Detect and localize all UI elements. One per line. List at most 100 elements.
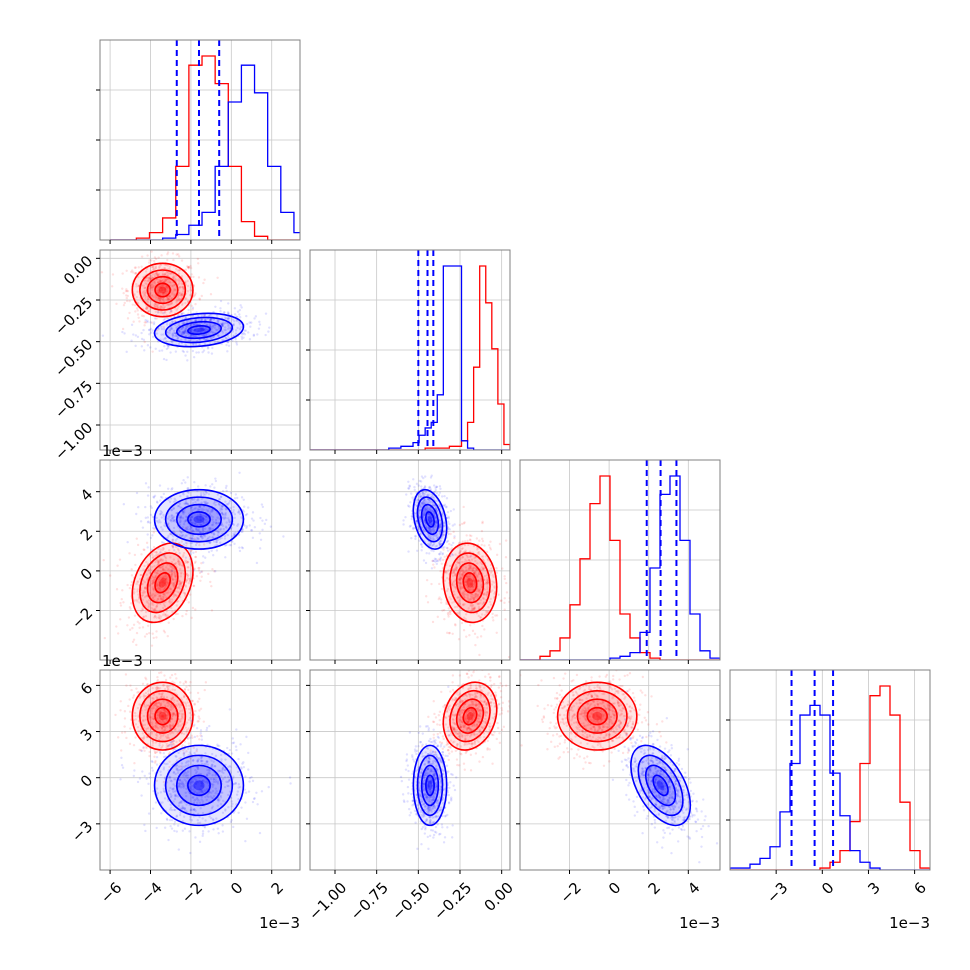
scatter-point (454, 553, 457, 556)
scatter-point (428, 521, 431, 524)
scatter-point (448, 596, 451, 599)
scatter-point (455, 566, 458, 570)
scatter-point (435, 533, 439, 537)
scatter-point (426, 508, 430, 511)
scatter-point (183, 520, 186, 523)
scatter-point (215, 540, 218, 544)
scatter-point (426, 493, 430, 496)
scatter-point (244, 839, 247, 843)
scatter-point (189, 264, 192, 268)
scatter-point (180, 294, 183, 297)
scatter-point (448, 542, 451, 546)
scatter-point (198, 801, 202, 804)
scatter-point (170, 508, 174, 512)
scatter-point (238, 549, 242, 553)
scatter-point (419, 505, 422, 508)
scatter-point (473, 593, 477, 596)
scatter-point (143, 290, 146, 293)
scatter-point (147, 704, 150, 707)
scatter-point (157, 561, 160, 564)
scatter-point (451, 601, 454, 604)
scatter-point (454, 623, 457, 626)
scatter-point (151, 294, 154, 297)
scatter-point (178, 705, 181, 709)
scatter-point (204, 333, 208, 337)
scatter-point (475, 612, 478, 615)
scatter-point (434, 520, 438, 523)
scatter-point (125, 350, 128, 354)
scatter-point (148, 715, 152, 718)
scatter-point (453, 593, 456, 596)
scatter-point (144, 718, 148, 721)
scatter-point (174, 278, 178, 281)
scatter-point (173, 288, 176, 291)
scatter-point (434, 517, 438, 520)
scatter-point (486, 591, 489, 594)
scatter-point (227, 324, 230, 328)
scatter-point (143, 278, 147, 282)
scatter-point (128, 742, 132, 746)
scatter-point (457, 638, 461, 641)
scatter-point (198, 505, 202, 509)
scatter-point (172, 711, 176, 715)
scatter-point (211, 330, 214, 334)
scatter-point (443, 579, 447, 582)
scatter-point (212, 325, 215, 328)
scatter-point (159, 285, 162, 289)
scatter-point (159, 558, 163, 561)
scatter-point (491, 612, 494, 616)
scatter-point (459, 569, 462, 573)
scatter-point (189, 329, 192, 332)
scatter-point (135, 295, 139, 299)
scatter-point (173, 829, 176, 833)
scatter-point (157, 616, 161, 620)
scatter-point (434, 516, 437, 519)
scatter-point (205, 788, 209, 791)
scatter-point (430, 520, 434, 524)
scatter-point (204, 500, 207, 504)
scatter-point (251, 511, 255, 514)
scatter-point (152, 265, 155, 269)
scatter-point (402, 523, 405, 526)
scatter-point (181, 564, 184, 567)
scatter-point (223, 776, 227, 779)
scatter-point (231, 339, 234, 342)
scatter-point (195, 335, 198, 338)
scatter-point (184, 561, 187, 564)
scatter-point (155, 605, 158, 609)
scatter-point (161, 714, 165, 717)
scatter-point (145, 736, 149, 739)
scatter-point (119, 700, 122, 703)
scatter-point (157, 560, 160, 563)
scatter-point (424, 501, 427, 505)
scatter-point (154, 701, 157, 705)
scatter-point (224, 511, 227, 515)
scatter-point (476, 602, 480, 606)
scatter-point (484, 613, 487, 617)
scatter-point (189, 288, 192, 292)
scatter-point (476, 575, 479, 579)
scatter-point (427, 542, 430, 546)
scatter-point (157, 281, 160, 284)
scatter-point (428, 552, 431, 555)
scatter-point (233, 542, 236, 546)
scatter-point (169, 587, 172, 591)
scatter-point (167, 621, 170, 624)
scatter-point (153, 274, 157, 278)
scatter-point (154, 560, 157, 564)
scatter-point (178, 563, 181, 566)
scatter-point (198, 513, 202, 516)
scatter-point (195, 536, 199, 540)
scatter-point (225, 489, 228, 493)
scatter-point (490, 570, 493, 573)
scatter-point (151, 586, 155, 589)
scatter-point (174, 727, 177, 730)
scatter-point (145, 307, 148, 310)
scatter-point (447, 532, 450, 536)
scatter-point (165, 287, 169, 290)
scatter-point (199, 535, 203, 538)
scatter-point (430, 549, 433, 552)
scatter-point (242, 498, 245, 501)
scatter-point (450, 552, 454, 556)
scatter-point (184, 515, 188, 518)
